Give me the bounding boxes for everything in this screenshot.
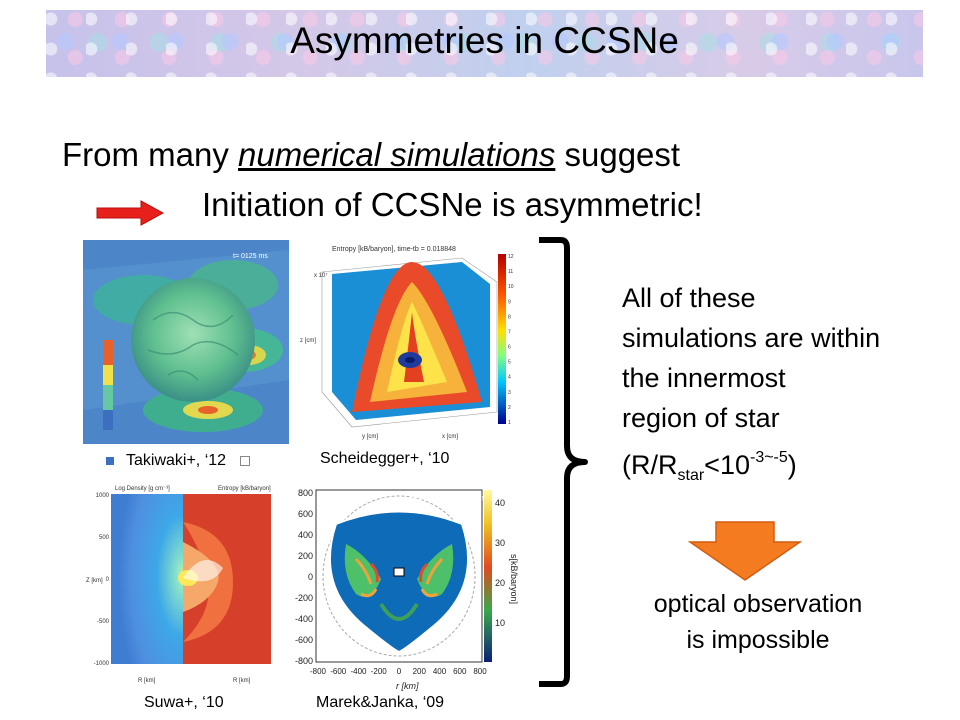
marek-x-tick: -400: [350, 667, 367, 676]
suwa-y-tick: -1000: [94, 661, 110, 667]
intro-line: From many numerical simulations suggest: [62, 136, 680, 174]
scheidegger-colorbar-tick: 11: [508, 269, 513, 275]
suwa-ylabel: Z [km]: [86, 578, 103, 584]
marek-y-tick: -200: [295, 593, 313, 603]
scheidegger-colorbar-tick: 2: [508, 405, 511, 411]
note-line-3: the innermost: [622, 363, 786, 393]
title-banner: Asymmetries in CCSNe: [46, 10, 923, 77]
marek-x-tick: -800: [310, 667, 327, 676]
scheidegger-simulation-image: Entropy [kB/baryon], time-tb = 0.018848 …: [292, 242, 518, 445]
legend-square-icon: [240, 455, 251, 466]
scheidegger-colorbar-tick: 12: [508, 254, 514, 260]
right-arrow-icon: [96, 200, 165, 226]
marek-x-tick: 0: [397, 667, 402, 676]
note-line-4: region of star: [622, 403, 780, 433]
marek-x-tick: 800: [473, 667, 487, 676]
marek-y-tick: 400: [298, 530, 313, 540]
marek-y-tick: 600: [298, 509, 313, 519]
scheidegger-colorbar-tick: 1: [508, 420, 511, 426]
scheidegger-colorbar-tick: 8: [508, 314, 511, 320]
marek-x-tick: 400: [433, 667, 447, 676]
conclusion-line-1: optical observation: [653, 590, 863, 618]
marek-x-tick: -600: [330, 667, 347, 676]
marek-colorbar-tick: 40: [495, 498, 505, 508]
takiwaki-caption-text: Takiwaki+, ‘12: [126, 452, 227, 469]
takiwaki-caption: Takiwaki+, ‘12: [106, 452, 251, 470]
note-line-1: All of these: [622, 283, 756, 313]
note-line-2: simulations are within: [622, 323, 881, 353]
scheidegger-colorbar-tick: 4: [508, 375, 511, 381]
legend-square-icon: [106, 456, 114, 465]
suwa-xlabel-right: R [km]: [233, 678, 251, 684]
intro-emphasis: numerical simulations: [238, 136, 556, 173]
marek-x-tick: 600: [453, 667, 467, 676]
marek-y-tick: 0: [308, 572, 313, 582]
suwa-simulation-image: Log Density [g cm⁻³] Entropy [kB/baryon]…: [83, 482, 283, 690]
scheidegger-colorbar-tick: 3: [508, 390, 511, 396]
scheidegger-colorbar-tick: 10: [508, 284, 514, 290]
marek-y-tick: -400: [295, 614, 313, 624]
conclusion-text: optical observation is impossible: [620, 586, 896, 658]
takiwaki-time-label: t= 0125 ms: [233, 253, 268, 260]
down-arrow-icon: [688, 521, 802, 581]
marek-y-tick: -800: [295, 656, 313, 666]
marek-x-tick: 200: [413, 667, 427, 676]
marek-y-tick: 200: [298, 551, 313, 561]
scheidegger-colorbar-tick: 5: [508, 360, 511, 366]
suwa-right-label: Entropy [kB/baryon]: [218, 486, 271, 492]
scheidegger-ylabel: z [cm]: [300, 338, 316, 344]
intro-prefix: From many: [62, 136, 239, 173]
marek-y-tick: 800: [298, 488, 313, 498]
marek-colorbar-tick: 10: [495, 618, 505, 628]
scheidegger-xlabel: x [cm]: [442, 434, 458, 440]
right-brace-icon: [539, 237, 588, 687]
note-text: All of these simulations are within the …: [622, 278, 880, 496]
marek-xlabel: r [km]: [396, 681, 419, 691]
marek-time-label: Physical time: t=700 ms: [411, 495, 486, 502]
marek-janka-simulation-image: 800 600 400 200 0 -200 -400 -600 -800 -800 -600 -4…: [286, 484, 522, 692]
scheidegger-colorbar-tick: 6: [508, 345, 511, 351]
suwa-left-label: Log Density [g cm⁻³]: [115, 486, 170, 492]
suwa-caption: Suwa+, ‘10: [144, 694, 224, 711]
marek-colorbar-tick: 30: [495, 538, 505, 548]
scheidegger-ylabel2: y [cm]: [362, 434, 378, 440]
marek-colorbar-label: s[kB/baryon]: [509, 554, 519, 604]
note-ratio: (R/Rstar<10-3~-5): [622, 449, 797, 484]
svg-text:x 10⁷: x 10⁷: [314, 272, 328, 279]
marek-colorbar-tick: 20: [495, 578, 505, 588]
scheidegger-colorbar-tick: 9: [508, 299, 511, 305]
marek-y-tick: -600: [295, 635, 313, 645]
takiwaki-simulation-image: t= 0125 ms: [83, 240, 289, 444]
marek-janka-caption: Marek&Janka, ‘09: [316, 694, 445, 711]
suwa-y-tick: 0: [106, 577, 110, 583]
intro-suffix: suggest: [555, 136, 681, 173]
scheidegger-header: Entropy [kB/baryon], time-tb = 0.018848: [332, 246, 456, 253]
suwa-y-tick: 1000: [96, 493, 110, 499]
scheidegger-caption: Scheidegger+, ‘10: [320, 450, 450, 467]
suwa-xlabel-left: R [km]: [138, 678, 156, 684]
suwa-y-tick: 500: [99, 535, 110, 541]
conclusion-line-2: is impossible: [686, 626, 830, 654]
slide-title: Asymmetries in CCSNe: [290, 20, 679, 61]
marek-x-tick: -200: [371, 667, 388, 676]
claim-line: Initiation of CCSNe is asymmetric!: [202, 186, 703, 223]
suwa-y-tick: -500: [97, 619, 110, 625]
scheidegger-colorbar-tick: 7: [508, 329, 511, 335]
